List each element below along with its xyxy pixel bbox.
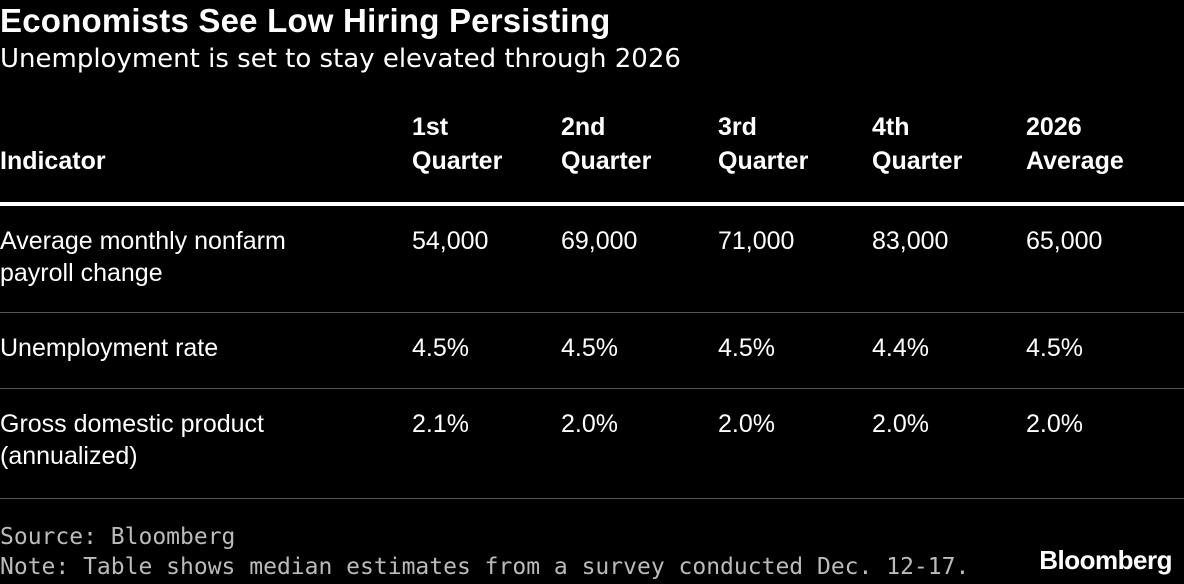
cell-q3: 4.5% [718,334,775,362]
cell-q4: 4.4% [872,334,929,362]
cell-q4: 2.0% [872,410,929,438]
cell-q4: 83,000 [872,227,949,255]
cell-q2: 2.0% [561,410,618,438]
header-q3: 3rd Quarter [718,113,809,175]
cell-q1: 2.1% [412,410,469,438]
chart-title: Economists See Low Hiring Persisting [0,2,611,39]
row-indicator: Unemployment rate [0,334,219,362]
source-text: Source: Bloomberg [0,524,236,550]
header-q2: 2nd Quarter [561,113,652,175]
cell-average: 4.5% [1026,334,1083,362]
header-q4: 4th Quarter [872,113,963,175]
table-row: Gross domestic product (annualized) 2.1%… [0,389,1184,499]
cell-q3: 2.0% [718,410,775,438]
cell-q1: 4.5% [412,334,469,362]
header-q1: 1st Quarter [412,113,503,175]
footer-notes: Source: Bloomberg Note: Table shows medi… [0,522,969,582]
header-average: 2026 Average [1026,113,1124,175]
row-indicator: Average monthly nonfarm payroll change [0,227,286,287]
cell-q2: 69,000 [561,227,638,255]
bloomberg-logo: Bloomberg [1039,545,1172,575]
row-divider [0,388,1184,389]
cell-average: 2.0% [1026,410,1083,438]
row-divider [0,312,1184,313]
note-text: Note: Table shows median estimates from … [0,554,970,580]
cell-q2: 4.5% [561,334,618,362]
cell-q3: 71,000 [718,227,795,255]
row-divider [0,498,1184,499]
table-header: Indicator 1st Quarter 2nd Quarter 3rd Qu… [0,100,1184,204]
cell-q1: 54,000 [412,227,489,255]
table-row: Unemployment rate 4.5% 4.5% 4.5% 4.4% 4.… [0,313,1184,389]
cell-average: 65,000 [1026,227,1103,255]
chart-subtitle: Unemployment is set to stay elevated thr… [0,44,681,74]
row-indicator: Gross domestic product (annualized) [0,410,264,470]
header-indicator: Indicator [0,147,106,175]
table-row: Average monthly nonfarm payroll change 5… [0,206,1184,313]
header-divider [0,202,1184,206]
